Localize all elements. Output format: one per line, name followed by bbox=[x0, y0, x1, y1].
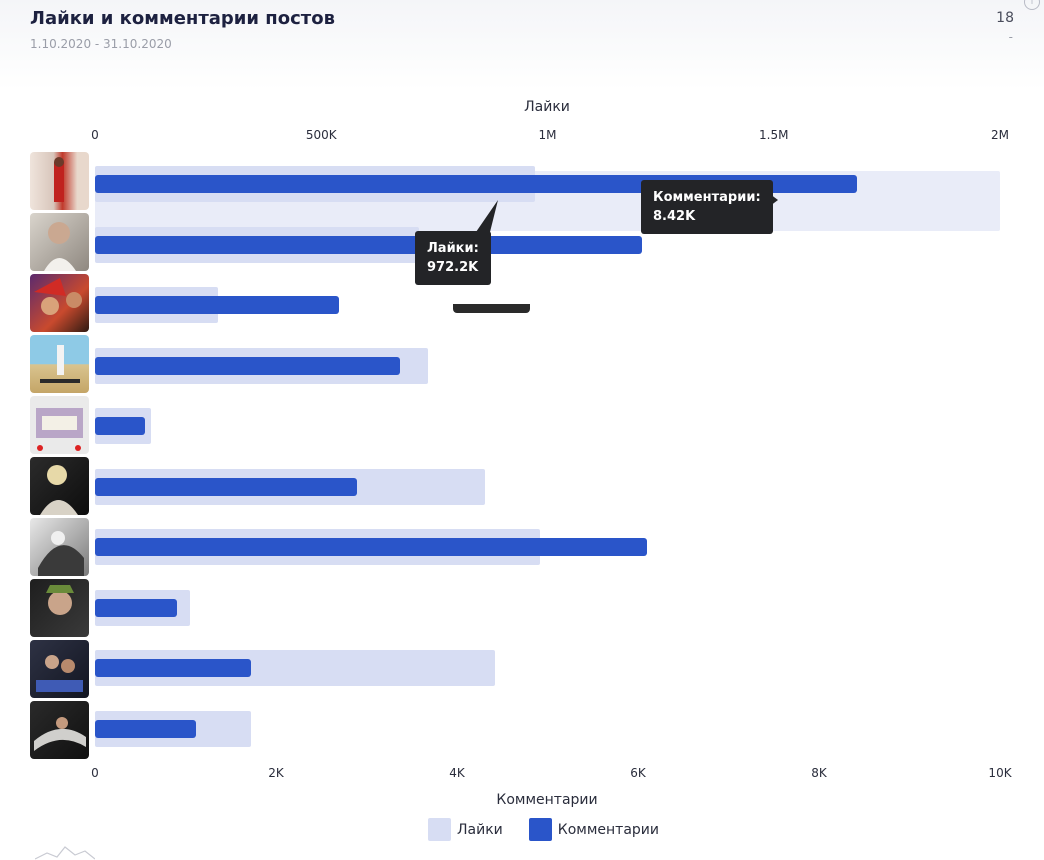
comments-bar bbox=[95, 356, 400, 375]
tooltip-likes-pointer bbox=[476, 200, 498, 232]
card-header-bg bbox=[0, 0, 1044, 90]
comments-bar bbox=[95, 477, 358, 496]
post-thumbnail[interactable] bbox=[30, 396, 89, 454]
comments-tick-label: 4K bbox=[449, 766, 465, 780]
comments-bar bbox=[95, 235, 642, 254]
comments-bar bbox=[95, 598, 178, 617]
comments-axis-title: Комментарии bbox=[496, 792, 598, 808]
tooltip-likes-value: 972.2K bbox=[427, 260, 479, 275]
comments-bar bbox=[95, 417, 145, 435]
post-thumbnail[interactable] bbox=[30, 457, 89, 515]
tooltip-comments-pointer bbox=[770, 194, 778, 206]
legend-label-likes: Лайки bbox=[457, 821, 503, 838]
post-thumbnail[interactable] bbox=[30, 579, 89, 637]
post-thumbnail[interactable] bbox=[30, 640, 89, 698]
likes-tick-label: 2M bbox=[991, 128, 1009, 142]
comments-bar bbox=[95, 719, 197, 738]
comments-tick-label: 0 bbox=[91, 766, 99, 780]
post-thumbnail[interactable] bbox=[30, 213, 89, 271]
comments-bar bbox=[95, 296, 340, 314]
post-thumbnail[interactable] bbox=[30, 335, 89, 393]
likes-tick-label: 500K bbox=[305, 128, 337, 142]
tooltip-comments: Комментарии: 8.42K bbox=[641, 180, 773, 234]
tooltip-comments-value: 8.42K bbox=[653, 209, 696, 224]
tooltip-comments-label: Комментарии: bbox=[653, 190, 761, 205]
post-count: 18 bbox=[996, 10, 1014, 26]
likes-tick-label: 0 bbox=[91, 128, 99, 142]
legend-item-likes[interactable]: Лайки bbox=[428, 818, 503, 841]
comments-tick-label: 2K bbox=[268, 766, 284, 780]
likes-axis-title: Лайки bbox=[524, 99, 570, 115]
legend-item-comments[interactable]: Комментарии bbox=[528, 818, 659, 841]
tooltip-shadow-fragment bbox=[453, 304, 530, 313]
post-thumbnail[interactable] bbox=[30, 152, 89, 210]
legend-swatch-comments bbox=[528, 818, 552, 841]
tooltip-likes: Лайки: 972.2K bbox=[415, 231, 491, 285]
post-count-sub: - bbox=[1008, 30, 1013, 44]
legend: Лайки Комментарии bbox=[428, 818, 685, 841]
comments-bar bbox=[95, 538, 648, 556]
post-thumbnail[interactable] bbox=[30, 701, 89, 759]
comments-bar bbox=[95, 659, 251, 677]
post-thumbnail[interactable] bbox=[30, 274, 89, 332]
legend-label-comments: Комментарии bbox=[557, 821, 659, 838]
likes-tick-label: 1.5M bbox=[759, 128, 789, 142]
likes-tick-label: 1M bbox=[538, 128, 557, 142]
loader-icon bbox=[35, 846, 95, 860]
post-thumbnail[interactable] bbox=[30, 518, 89, 576]
comments-tick-label: 6K bbox=[630, 766, 646, 780]
date-range: 1.10.2020 - 31.10.2020 bbox=[30, 37, 172, 51]
comments-tick-label: 10K bbox=[988, 766, 1012, 780]
page-title: Лайки и комментарии постов bbox=[30, 8, 335, 29]
legend-swatch-likes bbox=[428, 818, 451, 841]
comments-tick-label: 8K bbox=[811, 766, 827, 780]
tooltip-likes-label: Лайки: bbox=[427, 241, 479, 256]
